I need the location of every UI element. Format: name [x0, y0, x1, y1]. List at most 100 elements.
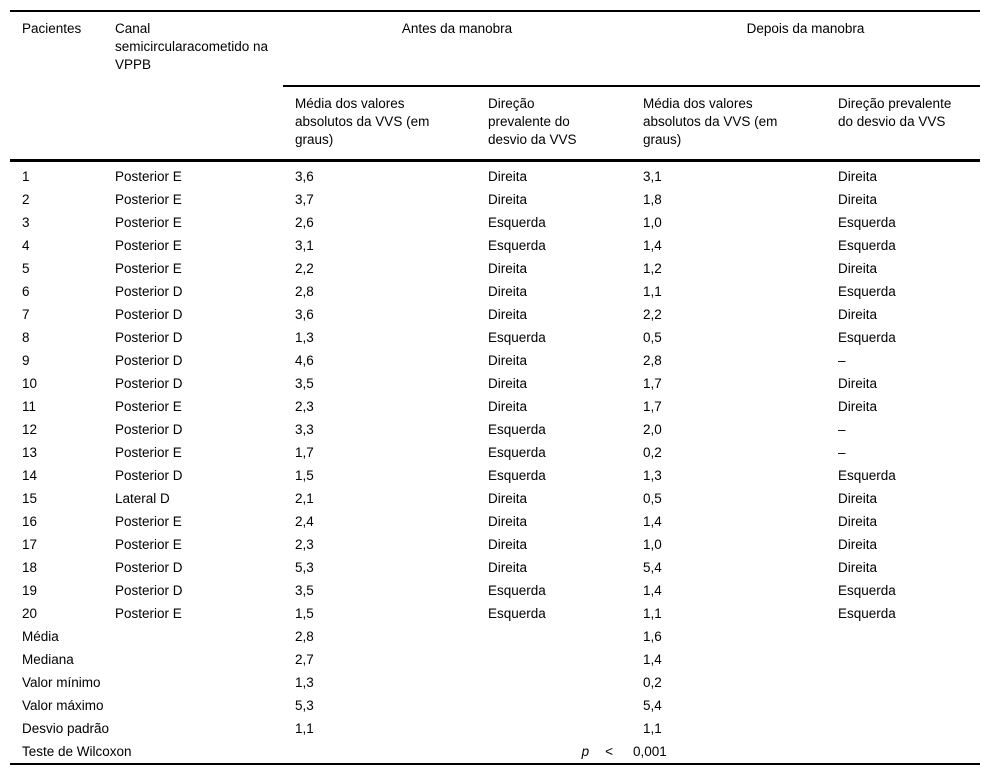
cell-empty [826, 671, 980, 694]
cell-direcao-depois: Esquerda [838, 284, 896, 299]
cell-paciente: 2 [22, 192, 30, 207]
cell-media-antes: 1,7 [295, 445, 314, 460]
cell-paciente: 4 [22, 238, 30, 253]
cell-media-antes: 3,6 [295, 169, 314, 184]
less-than-sign: < [605, 744, 614, 759]
cell-media-depois: 0,2 [643, 445, 662, 460]
cell-canal: Posterior D [115, 422, 183, 437]
cell-media-depois: 1,4 [643, 238, 662, 253]
patient-row: 8 Posterior D 1,3 Esquerda 0,5 Esquerda [10, 326, 980, 349]
cell-direcao-depois: Esquerda [838, 215, 896, 230]
cell-empty [476, 671, 631, 694]
cell-canal: Lateral D [115, 491, 170, 506]
cell-summary-antes: 5,3 [295, 698, 314, 713]
cell-media-depois: 5,4 [643, 560, 662, 575]
cell-canal: Posterior E [115, 514, 182, 529]
cell-media-depois: 1,2 [643, 261, 662, 276]
cell-direcao-depois: Esquerda [838, 606, 896, 621]
cell-media-antes: 2,2 [295, 261, 314, 276]
cell-direcao-antes: Direita [488, 284, 528, 299]
table-header: Pacientes Canal semicircularacometido na… [10, 11, 981, 162]
cell-summary-antes: 1,1 [295, 721, 314, 736]
cell-summary-antes: 2,8 [295, 629, 314, 644]
cell-direcao-depois: – [838, 353, 846, 368]
patient-row: 17 Posterior E 2,3 Direita 1,0 Direita [10, 533, 980, 556]
cell-canal: Posterior E [115, 192, 182, 207]
cell-p-expression: p < [476, 740, 631, 764]
cell-media-antes: 2,8 [295, 284, 314, 299]
cell-media-depois: 1,7 [643, 376, 662, 391]
cell-direcao-depois: Esquerda [838, 468, 896, 483]
cell-direcao-depois: Direita [838, 537, 878, 552]
cell-empty [826, 740, 980, 764]
cell-direcao-antes: Esquerda [488, 422, 546, 437]
cell-media-depois: 2,2 [643, 307, 662, 322]
cell-media-antes: 2,1 [295, 491, 314, 506]
cell-direcao-antes: Esquerda [488, 606, 546, 621]
patients-table-container: Pacientes Canal semicircularacometido na… [10, 10, 981, 765]
cell-media-depois: 1,1 [643, 284, 662, 299]
cell-direcao-depois: – [838, 422, 846, 437]
cell-media-antes: 3,6 [295, 307, 314, 322]
patient-row: 11 Posterior E 2,3 Direita 1,7 Direita [10, 395, 980, 418]
cell-media-depois: 2,0 [643, 422, 662, 437]
p-symbol: p [581, 744, 590, 759]
cell-canal: Posterior E [115, 399, 182, 414]
cell-paciente: 7 [22, 307, 30, 322]
summary-row: Valor máximo 5,3 5,4 [10, 694, 980, 717]
cell-direcao-antes: Direita [488, 514, 528, 529]
patient-row: 5 Posterior E 2,2 Direita 1,2 Direita [10, 257, 980, 280]
cell-empty [476, 648, 631, 671]
cell-paciente: 16 [22, 514, 38, 529]
cell-direcao-antes: Direita [488, 399, 528, 414]
cell-canal: Posterior E [115, 537, 182, 552]
cell-direcao-depois: Direita [838, 307, 878, 322]
cell-direcao-depois: Direita [838, 491, 878, 506]
cell-summary-label: Mediana [22, 652, 74, 667]
cell-empty [826, 717, 980, 740]
cell-direcao-antes: Direita [488, 307, 528, 322]
cell-direcao-depois: Esquerda [838, 238, 896, 253]
cell-direcao-depois: Esquerda [838, 583, 896, 598]
cell-canal: Posterior E [115, 445, 182, 460]
cell-direcao-antes: Direita [488, 560, 528, 575]
cell-summary-depois: 5,4 [643, 698, 662, 713]
cell-media-depois: 1,8 [643, 192, 662, 207]
cell-summary-label: Média [22, 629, 59, 644]
cell-direcao-antes: Esquerda [488, 215, 546, 230]
cell-p-value: 0,001 [633, 744, 667, 759]
cell-summary-antes: 1,3 [295, 675, 314, 690]
cell-wilcoxon-label: Teste de Wilcoxon [22, 744, 132, 759]
cell-direcao-antes: Direita [488, 376, 528, 391]
cell-paciente: 6 [22, 284, 30, 299]
cell-direcao-antes: Direita [488, 192, 528, 207]
cell-paciente: 18 [22, 560, 38, 575]
cell-media-depois: 0,5 [643, 330, 662, 345]
cell-canal: Posterior D [115, 307, 183, 322]
cell-summary-depois: 1,6 [643, 629, 662, 644]
patient-row: 4 Posterior E 3,1 Esquerda 1,4 Esquerda [10, 234, 980, 257]
header-depois-group: Depois da manobra [631, 11, 981, 87]
cell-canal: Posterior D [115, 376, 183, 391]
cell-empty [283, 740, 476, 764]
cell-paciente: 3 [22, 215, 30, 230]
cell-media-antes: 4,6 [295, 353, 314, 368]
summary-row: Mediana 2,7 1,4 [10, 648, 980, 671]
cell-media-depois: 1,1 [643, 606, 662, 621]
header-media-antes-label: Média dos valores absolutos da VVS (em g… [295, 96, 430, 147]
patient-row: 19 Posterior D 3,5 Esquerda 1,4 Esquerda [10, 579, 980, 602]
cell-media-antes: 1,3 [295, 330, 314, 345]
cell-direcao-depois: Direita [838, 192, 878, 207]
cell-direcao-antes: Direita [488, 261, 528, 276]
header-depois-group-label: Depois da manobra [746, 21, 865, 36]
summary-row: Desvio padrão 1,1 1,1 [10, 717, 980, 740]
cell-canal: Posterior D [115, 353, 183, 368]
cell-canal: Posterior E [115, 261, 182, 276]
cell-paciente: 11 [22, 399, 37, 414]
cell-canal: Posterior E [115, 169, 182, 184]
header-media-depois: Média dos valores absolutos da VVS (em g… [631, 86, 827, 162]
cell-summary-label: Valor mínimo [22, 675, 101, 690]
header-pacientes: Pacientes [10, 11, 103, 162]
patient-row: 6 Posterior D 2,8 Direita 1,1 Esquerda [10, 280, 980, 303]
cell-canal: Posterior D [115, 583, 183, 598]
